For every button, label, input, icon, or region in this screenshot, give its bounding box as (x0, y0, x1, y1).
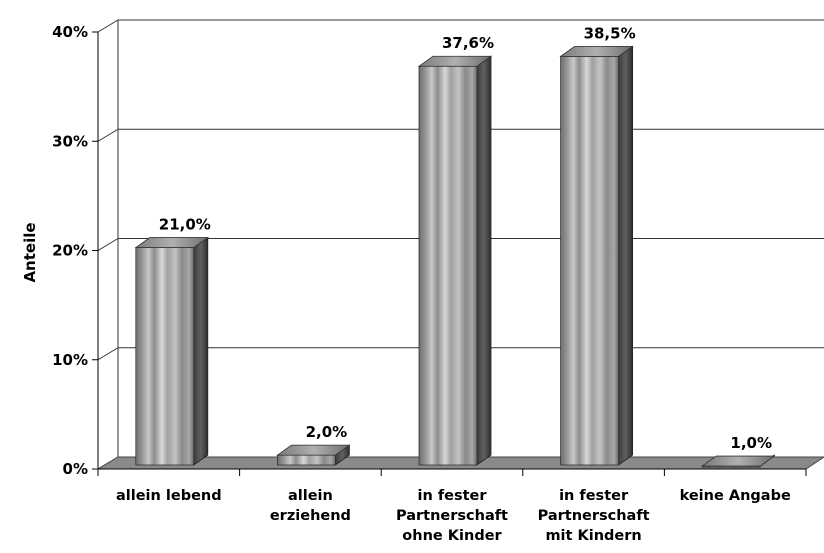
bar (134, 236, 210, 466)
x-category-label: in fester Partnerschaft ohne Kinder (396, 488, 508, 544)
bar-top (700, 455, 776, 467)
bar-front (276, 454, 336, 466)
y-tick-label: 0% (63, 460, 88, 478)
bar (417, 55, 493, 466)
bar-front (135, 247, 195, 466)
data-label: 1,0% (730, 434, 772, 452)
chart-bars (134, 45, 776, 468)
bar (559, 45, 634, 466)
bar-top (559, 45, 634, 57)
side-gridline (97, 347, 119, 361)
bar-side (193, 236, 209, 466)
bar-front (560, 55, 619, 466)
bar-top (417, 55, 493, 67)
data-label: 2,0% (306, 423, 348, 441)
bar (276, 444, 351, 466)
data-label: 37,6% (442, 34, 494, 52)
x-category-label: allein lebend (116, 488, 222, 504)
bar (700, 454, 776, 468)
y-axis-label: Anteile (21, 222, 39, 282)
data-label: 21,0% (159, 216, 211, 234)
y-tick-label: 10% (52, 351, 88, 369)
side-gridline (97, 19, 119, 33)
side-gridline (97, 128, 119, 142)
data-label: 38,5% (584, 24, 636, 42)
x-category-label: allein erziehend (270, 488, 351, 524)
chart-text: 0% 10% 20% 30% 40% 21,0% allein lebend 2,0% alle… (21, 23, 791, 544)
y-tick-label: 20% (52, 242, 88, 260)
bar-side (476, 55, 492, 466)
bar-front (418, 65, 478, 466)
bar-top (276, 444, 351, 456)
bar-top (134, 237, 210, 248)
x-category-label: in fester Partnerschaft mit Kindern (538, 488, 650, 544)
x-category-label: keine Angabe (680, 488, 791, 504)
bar-side (618, 45, 633, 466)
side-gridline (97, 238, 119, 251)
y-tick-label: 30% (52, 132, 88, 150)
y-tick-label: 40% (52, 23, 88, 41)
